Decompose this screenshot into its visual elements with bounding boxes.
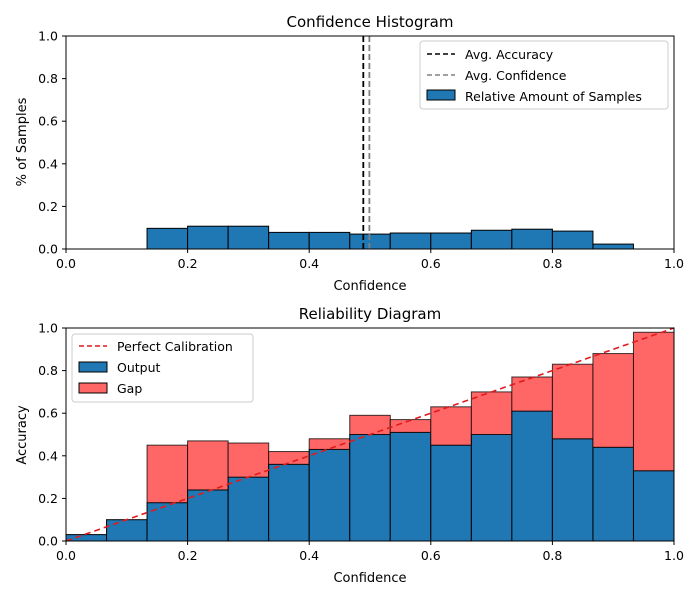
chart1-bar-3 [268, 231, 310, 250]
chart1-xtick-label-0: 0.0 [56, 256, 76, 271]
chart2-ylabel: Accuracy [15, 405, 30, 465]
chart2-legend-output-swatch [78, 361, 108, 373]
chart2-output-bar-0 [65, 534, 108, 542]
chart2-gap-bar-2 [146, 444, 189, 504]
chart2-output-bar-2 [146, 502, 189, 542]
chart2-legend-perfect-calibration: Perfect Calibration [117, 339, 233, 354]
chart2-legend: Perfect Calibration Output Gap [71, 333, 254, 403]
chart2-gap-bar-3 [187, 440, 229, 491]
chart2-title: Reliability Diagram [299, 305, 441, 323]
chart2-xtick-label-2: 0.4 [299, 548, 319, 563]
chart1-xtick-label-5: 1.0 [664, 256, 684, 271]
chart2-gap-bar-8 [389, 419, 432, 433]
chart2-ticks: 0.0 0.2 0.4 0.6 0.8 1.0 0.0 0.2 0.4 0.6 0.8 1.0 [38, 321, 684, 564]
chart2-output-bar-8 [389, 431, 432, 542]
chart2-xtick-label-0: 0.0 [56, 548, 76, 563]
chart2-output-bar-13 [592, 446, 635, 542]
chart1-legend-avg-accuracy: Avg. Accuracy [465, 47, 554, 62]
chart2-xtick-label-4: 0.8 [542, 548, 562, 563]
chart-confidence-histogram: Confidence Histogram 0.0 0.2 0.4 0.6 0.8 1.00… [15, 13, 684, 294]
chart2-output-bar-1 [106, 519, 148, 542]
chart1-bar-4 [308, 231, 351, 250]
chart1-xtick-label-1: 0.2 [178, 256, 198, 271]
chart1-legend-avg-confidence: Avg. Confidence [465, 68, 567, 83]
chart2-ytick-label-3: 0.6 [38, 406, 58, 421]
chart1-bar-9 [511, 228, 553, 250]
chart2-ytick-label-2: 0.4 [38, 448, 58, 463]
chart2-gap-bar-7 [349, 414, 391, 435]
chart1-xtick-label-3: 0.6 [421, 256, 441, 271]
chart1-ytick-label-5: 1.0 [38, 29, 58, 44]
chart1-legend-samples-swatch [426, 89, 456, 101]
chart1-bar-0 [146, 227, 189, 250]
chart1-xlabel: Confidence [333, 279, 406, 294]
chart2-legend-gap-swatch [78, 382, 108, 394]
chart1-bar-1 [187, 225, 229, 250]
chart1-legend-box [419, 40, 669, 110]
chart2-output-bar-3 [187, 489, 229, 542]
chart1-ytick-label-4: 0.8 [38, 71, 58, 86]
chart1-ylabel: % of Samples [15, 97, 30, 186]
chart1-xtick-label-2: 0.4 [299, 256, 319, 271]
chart1-ytick-label-3: 0.6 [38, 114, 58, 129]
chart1-xtick-label-4: 0.8 [542, 256, 562, 271]
chart2-output-bar-11 [511, 410, 553, 542]
chart1-bar-7 [430, 232, 472, 250]
chart2-gap-bar-10 [470, 391, 513, 435]
chart1-legend: Avg. Accuracy Avg. Confidence Relative A… [419, 40, 669, 110]
chart2-legend-box [71, 333, 254, 403]
chart2-output-bar-14 [632, 470, 675, 542]
chart2-perfect-calibration-line [65, 327, 675, 542]
chart2-gap-bar-12 [551, 363, 594, 440]
chart1-bar-8 [470, 229, 513, 250]
chart2-output-bar-9 [430, 444, 472, 542]
chart2-xtick-label-5: 1.0 [664, 548, 684, 563]
chart2-gap-bar-14 [632, 331, 675, 472]
chart1-legend-samples: Relative Amount of Samples [465, 89, 642, 104]
chart2-gap-bar-13 [592, 353, 635, 448]
chart2-ytick-label-5: 1.0 [38, 321, 58, 336]
chart2-ytick-label-4: 0.8 [38, 363, 58, 378]
chart2-ytick-label-0: 0.0 [38, 534, 58, 549]
chart2-xlabel: Confidence [333, 571, 406, 586]
chart2-output-bar-12 [551, 438, 594, 542]
chart2-gap-bar-11 [511, 376, 553, 412]
chart1-ytick-label-1: 0.2 [38, 199, 58, 214]
chart2-xtick-label-1: 0.2 [178, 548, 198, 563]
chart1-bar-10 [551, 230, 594, 250]
chart2-xtick-label-3: 0.6 [421, 548, 441, 563]
chart2-legend-gap: Gap [117, 381, 142, 396]
chart1-marks [146, 36, 634, 250]
chart2-gap-bar-9 [430, 406, 472, 446]
chart1-ytick-label-2: 0.4 [38, 156, 58, 171]
chart2-output-bar-6 [308, 448, 351, 542]
chart2-output-bar-7 [349, 434, 391, 542]
chart2-ytick-label-1: 0.2 [38, 491, 58, 506]
chart2-output-bar-5 [268, 463, 310, 542]
chart2-axes-frame [65, 327, 675, 542]
chart2-output-bar-4 [227, 476, 270, 542]
chart2-output-bar-10 [470, 434, 513, 542]
chart1-ytick-label-0: 0.0 [38, 242, 58, 257]
chart2-gap-bar-4 [227, 442, 270, 478]
chart-reliability-diagram: Reliability Diagram 0.0 0.2 0.4 0.6 0.8 1.00.… [15, 305, 684, 586]
chart1-title: Confidence Histogram [287, 13, 454, 31]
chart1-bar-6 [389, 232, 432, 250]
chart1-axes-frame [65, 35, 675, 250]
chart1-bar-2 [227, 225, 270, 250]
chart2-legend-output: Output [117, 360, 161, 375]
chart1-bar-11 [592, 243, 634, 250]
chart1-ticks: 0.0 0.2 0.4 0.6 0.8 1.0 0.0 0.2 0.4 0.6 0.8 1.0 [38, 29, 684, 272]
